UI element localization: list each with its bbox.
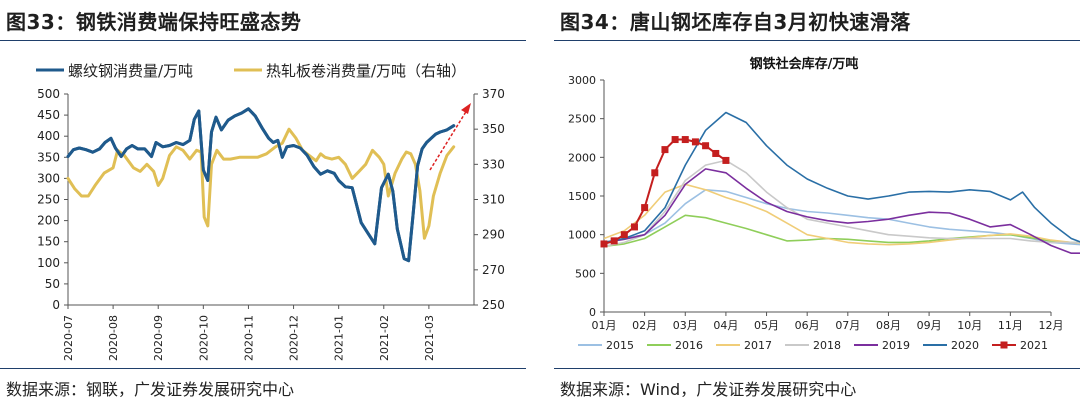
- x-tick-label: 2020-07: [62, 315, 75, 361]
- x-tick-label: 2021-03: [423, 315, 436, 361]
- legend-label-2019: 2019: [882, 339, 910, 352]
- left-source-note: 数据来源：钢联，广发证券发展研究中心: [6, 380, 295, 399]
- y-tick-label: 3000: [568, 74, 596, 87]
- left-bottom-rule: [0, 368, 526, 369]
- trend-arrow-line: [429, 109, 468, 171]
- y-right-tick-label: 250: [482, 298, 505, 312]
- series-line-2020: [603, 111, 1080, 244]
- right-source-note: 数据来源：Wind，广发证券发展研究中心: [560, 380, 857, 399]
- x-tick-label: 06月: [795, 319, 820, 332]
- series-2021-marker: [671, 136, 679, 144]
- series-2021-marker: [712, 149, 720, 157]
- legend-label-2021: 2021: [1020, 339, 1048, 352]
- y-left-tick-label: 500: [37, 87, 60, 101]
- x-tick-label: 01月: [592, 319, 617, 332]
- right-panel: 图34：唐山钢坯库存自3月初快速滑落 钢铁社会库存/万吨 3000 2500 2000…: [554, 0, 1080, 407]
- x-tick-label: 03月: [673, 319, 698, 332]
- x-tick-label: 2021-02: [378, 315, 391, 361]
- left-panel: 图33：钢铁消费端保持旺盛态势 500 450 400 350 300 250 200 150…: [0, 0, 526, 407]
- right-top-rule: [554, 40, 1080, 41]
- trend-arrow-head: [461, 103, 471, 114]
- series-2021-marker: [641, 204, 649, 212]
- y-left-tick-label: 300: [37, 171, 60, 185]
- y-left-tick-label: 400: [37, 129, 60, 143]
- x-tick-label: 2020-08: [107, 315, 120, 361]
- y-right-tick-label: 310: [482, 193, 505, 207]
- x-tick-label: 09月: [917, 319, 942, 332]
- x-tick-label: 05月: [754, 319, 779, 332]
- legend-label-2016: 2016: [675, 339, 703, 352]
- x-tick-label: 2020-10: [197, 315, 210, 361]
- y-left-tick-label: 450: [37, 108, 60, 122]
- x-tick-label: 08月: [876, 319, 901, 332]
- series-line-2018: [603, 159, 1080, 248]
- y-tick-label: 0: [589, 306, 596, 319]
- y-left-tick-label: 150: [37, 235, 60, 249]
- series-2021-marker: [691, 138, 699, 146]
- y-left-tick-label: 50: [45, 277, 60, 291]
- x-tick-label: 10月: [957, 319, 982, 332]
- y-right-tick-label: 330: [482, 157, 505, 171]
- series-2021-marker: [630, 223, 638, 231]
- series-2021-marker: [661, 146, 669, 154]
- y-tick-label: 2500: [568, 113, 596, 126]
- y-tick-label: 500: [575, 267, 596, 280]
- right-figure-title: 图34：唐山钢坯库存自3月初快速滑落: [560, 10, 911, 34]
- series-line-2019: [603, 168, 1080, 254]
- left-chart: 5004504003503002502001501005003703503303…: [36, 62, 505, 361]
- legend-label-2018: 2018: [813, 339, 841, 352]
- y-right-tick-label: 370: [482, 87, 505, 101]
- y-left-tick-label: 250: [37, 193, 60, 207]
- series-2021-marker: [651, 169, 659, 177]
- series-2021-marker: [681, 136, 689, 144]
- y-tick-label: 2000: [568, 151, 596, 164]
- y-tick-label: 1500: [568, 190, 596, 203]
- x-tick-label: 07月: [835, 319, 860, 332]
- y-right-tick-label: 270: [482, 263, 505, 277]
- y-left-tick-label: 100: [37, 256, 60, 270]
- x-tick-label: 12月: [1039, 319, 1064, 332]
- legend-label-hot-rolled: 热轧板卷消费量/万吨（右轴）: [266, 62, 466, 80]
- x-tick-label: 11月: [998, 319, 1023, 332]
- legend-label-2020: 2020: [951, 339, 979, 352]
- series-2021-marker: [600, 240, 608, 248]
- y-right-tick-label: 290: [482, 228, 505, 242]
- hot-rolled-consumption-line: [66, 127, 456, 240]
- legend-marker-2021: [1000, 341, 1008, 349]
- x-tick-label: 2021-01: [333, 315, 346, 361]
- series-2021-marker: [620, 231, 628, 239]
- x-tick-label: 04月: [713, 319, 738, 332]
- y-tick-label: 1000: [568, 229, 596, 242]
- x-tick-label: 2020-09: [152, 315, 165, 361]
- legend-label-rebar: 螺纹钢消费量/万吨: [68, 62, 193, 80]
- series-2021-marker: [610, 237, 618, 245]
- rebar-consumption-line: [66, 107, 456, 263]
- x-tick-label: 02月: [632, 319, 657, 332]
- y-left-tick-label: 0: [52, 298, 60, 312]
- right-bottom-rule: [554, 368, 1080, 369]
- rebar-consumption-line-top: [66, 107, 456, 263]
- legend-label-2015: 2015: [606, 339, 634, 352]
- y-left-tick-label: 200: [37, 214, 60, 228]
- x-tick-label: 2020-12: [288, 315, 301, 361]
- legend-label-2017: 2017: [744, 339, 772, 352]
- series-2021-marker: [722, 156, 730, 164]
- chart-title: 钢铁社会库存/万吨: [750, 56, 859, 72]
- left-top-rule: [0, 40, 526, 41]
- x-tick-label: 2020-11: [242, 315, 255, 361]
- left-figure-title: 图33：钢铁消费端保持旺盛态势: [6, 10, 302, 34]
- series-2021-marker: [702, 142, 710, 150]
- y-left-tick-label: 350: [37, 150, 60, 164]
- y-right-tick-label: 350: [482, 122, 505, 136]
